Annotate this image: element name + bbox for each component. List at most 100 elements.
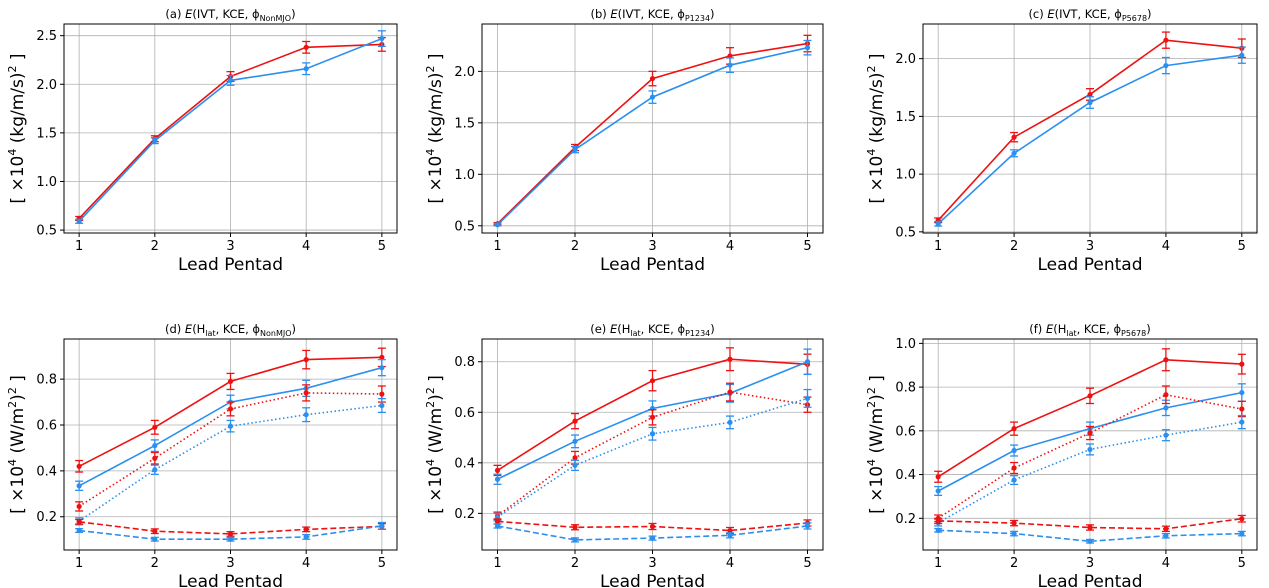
data-point (804, 359, 811, 365)
panel-title: (e) E(Hlat, KCE, ϕP1234) (590, 322, 715, 338)
panel-title: (f) E(Hlat, KCE, ϕP5678) (1029, 322, 1150, 338)
x-tick-label: 3 (226, 239, 234, 254)
data-point (227, 406, 234, 412)
y-tick-label: 0.4 (895, 468, 916, 483)
data-point (727, 53, 733, 59)
data-point (649, 378, 656, 384)
data-point (1163, 526, 1169, 532)
x-tick-label: 5 (803, 556, 811, 571)
y-axis-label: [ ×104 (W/m2)2 ] (424, 375, 446, 514)
data-point (935, 474, 941, 480)
data-point (1239, 406, 1245, 412)
x-tick-label: 2 (571, 556, 579, 571)
data-point (152, 443, 158, 449)
y-tick-label: 0.6 (36, 419, 57, 434)
data-point (379, 391, 385, 397)
data-point (1239, 516, 1245, 522)
data-point (76, 527, 82, 534)
series-line-red-dashed (938, 517, 1242, 530)
x-tick-label: 1 (493, 556, 501, 571)
x-tick-label: 5 (378, 239, 386, 254)
x-tick-label: 5 (1238, 556, 1246, 571)
data-point (1239, 361, 1245, 367)
x-tick-label: 1 (934, 556, 942, 571)
data-point (303, 390, 309, 396)
data-point (494, 476, 501, 482)
data-point (727, 532, 733, 538)
data-point (649, 523, 656, 530)
y-tick-label: 0.2 (895, 512, 916, 527)
y-tick-label: 1.0 (895, 337, 916, 352)
data-point (152, 536, 158, 542)
y-tick-label: 0.6 (454, 406, 475, 421)
data-point (1239, 52, 1245, 58)
y-tick-label: 1.5 (454, 116, 475, 131)
data-point (572, 524, 578, 530)
data-point (303, 66, 309, 72)
y-axis-label: [ ×104 (kg/m/s)2 ] (424, 53, 446, 203)
panel-title: (d) E(Hlat, KCE, ϕNonMJO) (165, 322, 296, 338)
data-point (152, 424, 158, 430)
data-point (1011, 150, 1017, 156)
data-point (1163, 357, 1169, 363)
data-point (572, 537, 578, 543)
data-point (935, 221, 941, 227)
data-point (227, 77, 234, 83)
panel-title: (c) E(IVT, KCE, ϕP5678) (1028, 7, 1151, 23)
x-tick-label: 3 (226, 556, 234, 571)
x-tick-label: 1 (493, 239, 501, 254)
data-point (572, 462, 578, 468)
data-point (152, 455, 158, 461)
data-point (1011, 477, 1017, 483)
x-tick-label: 1 (75, 556, 83, 571)
y-tick-label: 1.0 (36, 175, 57, 190)
x-tick-label: 2 (1010, 556, 1018, 571)
data-point (1011, 134, 1017, 140)
y-tick-label: 0.4 (454, 456, 475, 471)
series-line-blue-dashed (938, 529, 1242, 543)
y-tick-label: 0.5 (36, 224, 57, 239)
data-point (152, 467, 158, 473)
y-tick-label: 1.0 (454, 168, 475, 183)
data-point (379, 365, 385, 371)
data-point (76, 483, 82, 489)
data-point (727, 356, 733, 362)
data-point (1239, 419, 1245, 425)
data-point (494, 222, 501, 228)
data-point (1087, 91, 1093, 98)
x-tick-label: 3 (648, 239, 656, 254)
data-point (76, 463, 82, 469)
data-point (227, 423, 234, 429)
panel-f: 1 2 3 4 5 0.2 0.4 0.6 0.8 1.0 Lead Pentad (f) E(Hla… (865, 322, 1258, 588)
x-tick-label: 2 (151, 556, 159, 571)
series-line-red-dotted (937, 393, 1242, 519)
x-tick-label: 5 (1238, 239, 1246, 254)
data-point (1087, 430, 1093, 436)
data-point (649, 94, 656, 100)
data-point (1163, 37, 1169, 43)
x-tick-label: 2 (1010, 239, 1018, 254)
x-tick-label: 3 (648, 556, 656, 571)
series-line-blue-dashed (79, 525, 383, 541)
data-point (227, 531, 234, 537)
data-point (494, 523, 501, 529)
data-point (1163, 533, 1169, 539)
data-point (572, 147, 578, 153)
data-point (379, 402, 385, 409)
data-point (727, 389, 733, 395)
data-point (935, 527, 941, 533)
x-tick-label: 4 (726, 239, 734, 254)
y-tick-label: 0.8 (895, 381, 916, 396)
panel-c: 1 2 3 4 5 0.5 1.0 1.5 2.0 Lead Pentad (c) E(IVT, K… (865, 7, 1258, 275)
x-tick-label: 5 (378, 556, 386, 571)
y-tick-label: 0.8 (454, 355, 475, 370)
data-point (1087, 524, 1093, 531)
data-point (649, 431, 656, 437)
data-point (303, 534, 309, 540)
y-axis-label: [ ×104 (W/m2)2 ] (6, 375, 28, 514)
x-axis-label: Lead Pentad (178, 255, 283, 275)
data-point (303, 412, 309, 418)
y-tick-label: 2.5 (36, 29, 57, 44)
y-tick-label: 0.2 (454, 507, 475, 522)
data-point (152, 138, 158, 144)
